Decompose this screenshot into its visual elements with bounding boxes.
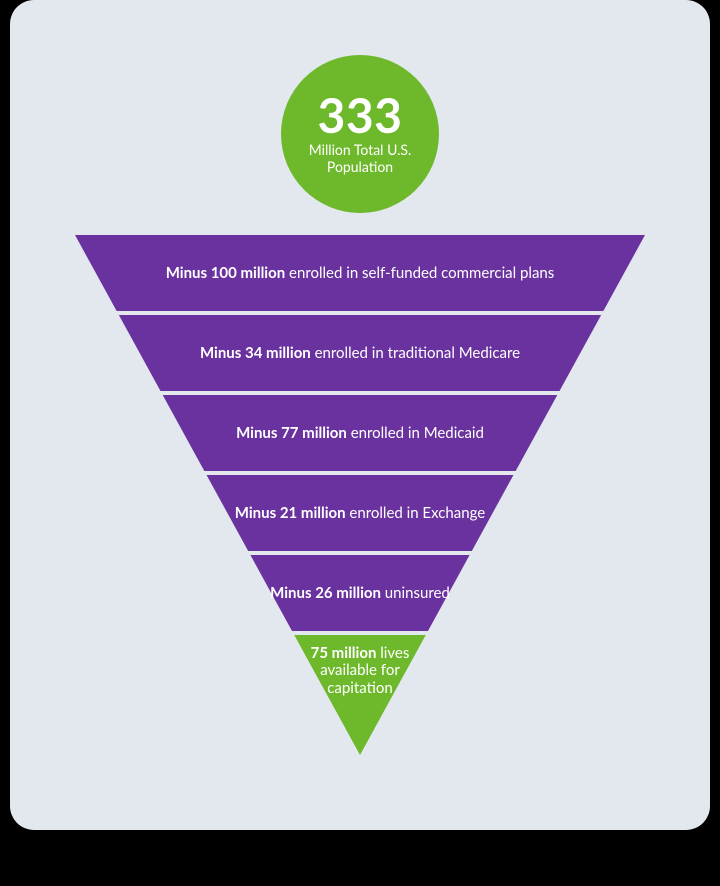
funnel-labels: Minus 100 million enrolled in self-funde… <box>75 235 645 755</box>
funnel-segment-label-1: Minus 34 million enrolled in traditional… <box>75 344 645 363</box>
funnel-segment-label-0: Minus 100 million enrolled in self-funde… <box>75 264 645 283</box>
funnel-segment-label-4: Minus 26 million uninsured <box>75 584 645 603</box>
funnel-segment-label-2: Minus 77 million enrolled in Medicaid <box>75 424 645 443</box>
population-number: 333 <box>317 92 402 140</box>
population-label: Million Total U.S. Population <box>309 142 412 176</box>
funnel-chart: Minus 100 million enrolled in self-funde… <box>75 235 645 755</box>
funnel-segment-label-3: Minus 21 million enrolled in Exchange <box>75 504 645 523</box>
population-circle: 333 Million Total U.S. Population <box>281 55 439 213</box>
infographic-card: 333 Million Total U.S. Population Minus … <box>10 0 710 830</box>
funnel-apex-label: 75 million livesavailable forcapitation <box>75 645 645 697</box>
